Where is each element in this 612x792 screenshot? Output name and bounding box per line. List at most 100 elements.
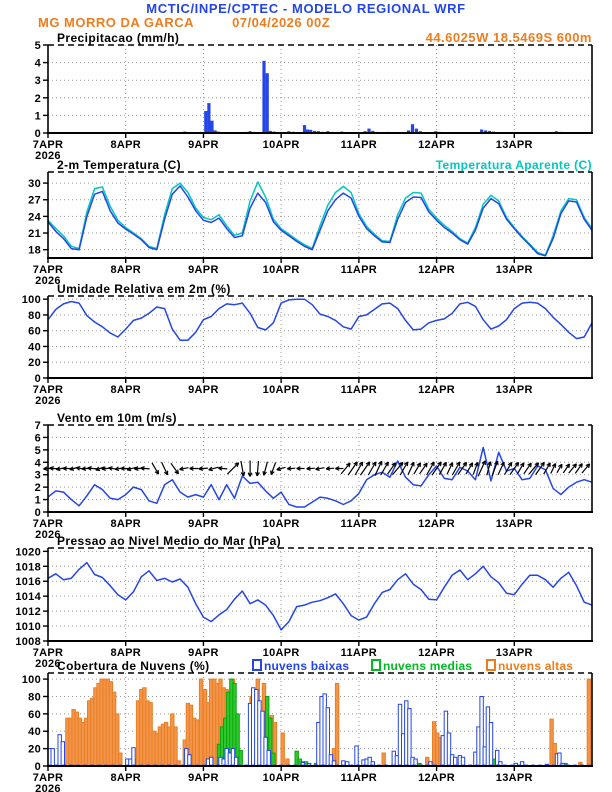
- svg-text:4: 4: [35, 58, 42, 70]
- legend-label-altas: nuvens altas: [498, 659, 574, 673]
- svg-text:2026: 2026: [35, 150, 61, 162]
- svg-text:12APR: 12APR: [418, 647, 455, 659]
- svg-text:1010: 1010: [15, 621, 41, 633]
- svg-text:9APR: 9APR: [188, 139, 219, 151]
- svg-text:1018: 1018: [15, 561, 41, 573]
- svg-text:13APR: 13APR: [496, 139, 533, 151]
- svg-text:1012: 1012: [15, 606, 41, 618]
- svg-text:5: 5: [35, 40, 41, 52]
- gridlines: [48, 296, 592, 378]
- svg-text:2026: 2026: [35, 658, 61, 670]
- svg-text:3: 3: [35, 75, 41, 87]
- legend-label-medias: nuvens medias: [383, 659, 473, 673]
- svg-text:12APR: 12APR: [418, 384, 455, 396]
- svg-text:13APR: 13APR: [496, 384, 533, 396]
- svg-text:12APR: 12APR: [418, 264, 455, 276]
- svg-text:9APR: 9APR: [188, 772, 219, 784]
- legend-label-baixas: nuvens baixas: [264, 659, 350, 673]
- series-line: [47, 181, 593, 256]
- svg-text:8APR: 8APR: [110, 139, 141, 151]
- svg-text:11APR: 11APR: [341, 518, 377, 530]
- svg-text:0: 0: [35, 761, 41, 773]
- station-line: MG MORRO DA GARCA 07/04/2026 00Z: [38, 15, 330, 30]
- svg-text:8APR: 8APR: [110, 518, 141, 530]
- cloud-bars-nuvens-altas: [65, 678, 592, 767]
- svg-text:8APR: 8APR: [110, 772, 141, 784]
- svg-text:8APR: 8APR: [110, 264, 141, 276]
- svg-text:2026: 2026: [35, 275, 61, 287]
- series-line: [47, 185, 593, 257]
- panel-title-temperatura: 2-m Temperatura (C): [57, 158, 182, 172]
- svg-text:100: 100: [22, 294, 41, 306]
- svg-text:0: 0: [35, 507, 41, 519]
- svg-text:20: 20: [28, 744, 41, 756]
- gridlines: [48, 45, 592, 133]
- svg-text:27: 27: [28, 195, 41, 207]
- svg-text:9APR: 9APR: [188, 264, 219, 276]
- series-line: [47, 446, 593, 508]
- svg-text:6: 6: [35, 432, 41, 444]
- panel-frame: [47, 171, 593, 259]
- svg-text:30: 30: [28, 178, 41, 190]
- svg-text:1: 1: [35, 495, 41, 507]
- svg-text:11APR: 11APR: [341, 772, 377, 784]
- legend-item-nuvens-altas: nuvens altas: [486, 659, 573, 673]
- svg-text:9APR: 9APR: [188, 384, 219, 396]
- svg-text:10APR: 10APR: [263, 139, 300, 151]
- panel-title-vento: Vento em 10m (m/s): [57, 411, 177, 425]
- wind-arrows: [43, 460, 591, 477]
- svg-text:7APR: 7APR: [33, 384, 64, 396]
- svg-text:18: 18: [28, 245, 41, 257]
- svg-text:80: 80: [28, 691, 41, 703]
- svg-text:10APR: 10APR: [263, 772, 300, 784]
- gridlines: [48, 172, 592, 258]
- svg-text:40: 40: [28, 726, 41, 738]
- svg-text:7APR: 7APR: [33, 647, 64, 659]
- svg-text:60: 60: [28, 709, 41, 721]
- legend-item-nuvens-baixas: nuvens baixas: [252, 659, 349, 673]
- panel-frame: [47, 672, 593, 767]
- svg-text:1020: 1020: [15, 546, 41, 558]
- legend-item-nuvens-medias: nuvens medias: [371, 659, 472, 673]
- svg-text:11APR: 11APR: [341, 647, 377, 659]
- svg-text:11APR: 11APR: [341, 384, 377, 396]
- svg-text:11APR: 11APR: [341, 264, 377, 276]
- nuvens-medias-swatch-icon: [371, 659, 381, 671]
- svg-text:2026: 2026: [35, 395, 61, 407]
- svg-text:10APR: 10APR: [263, 647, 300, 659]
- svg-text:3: 3: [35, 470, 41, 482]
- nuvens-altas-swatch-icon: [486, 659, 496, 671]
- panel-frame: [47, 44, 593, 134]
- svg-text:2026: 2026: [35, 783, 61, 792]
- svg-text:100: 100: [22, 674, 41, 686]
- precip-bars: [178, 60, 586, 134]
- svg-text:1016: 1016: [15, 576, 41, 588]
- svg-text:12APR: 12APR: [418, 772, 455, 784]
- svg-text:80: 80: [28, 310, 41, 322]
- cloud-bars-nuvens-medias: [216, 678, 568, 767]
- svg-text:7: 7: [35, 420, 41, 432]
- svg-text:11APR: 11APR: [341, 139, 377, 151]
- svg-text:0: 0: [35, 373, 41, 385]
- station-name: MG MORRO DA GARCA: [38, 15, 195, 30]
- svg-text:12APR: 12APR: [418, 518, 455, 530]
- series-line: [47, 298, 593, 341]
- cloud-bars-nuvens-baixas: [47, 687, 565, 767]
- svg-text:7APR: 7APR: [33, 518, 64, 530]
- panel-title-pressao: Pressao ao Nivel Medio do Mar (hPa): [57, 534, 282, 548]
- svg-text:5: 5: [35, 445, 41, 457]
- svg-text:1014: 1014: [15, 591, 41, 603]
- cloud-legend: nuvens baixas nuvens medias nuvens altas: [0, 659, 612, 673]
- panel-title-nuvens: Cobertura de Nuvens (%): [57, 659, 210, 673]
- series-line: [47, 561, 593, 631]
